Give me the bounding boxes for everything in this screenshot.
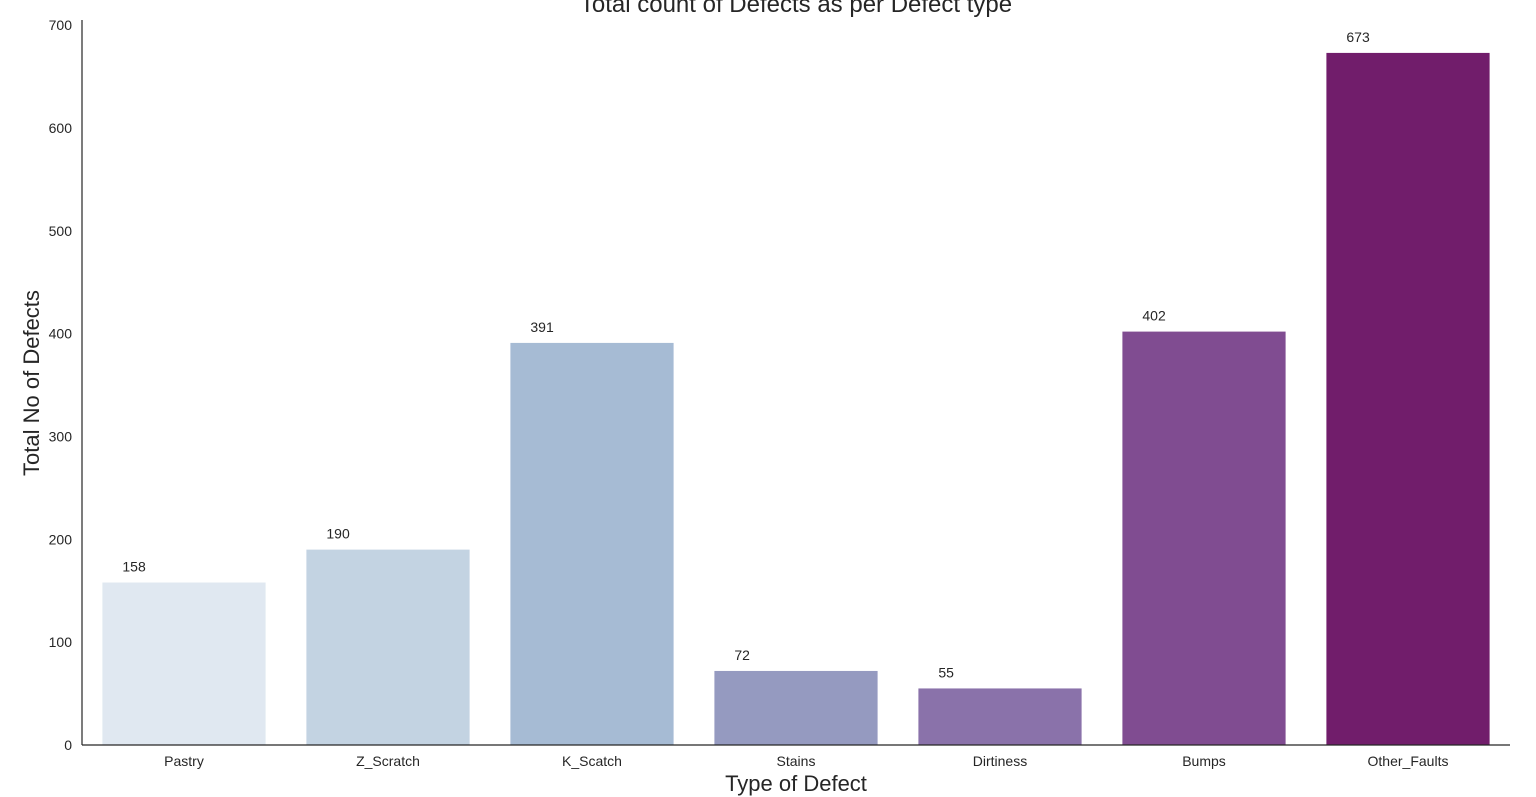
y-tick-label: 600: [49, 120, 73, 136]
y-tick-label: 700: [49, 17, 73, 33]
data-label: 391: [530, 319, 554, 335]
bar-z-scratch: [306, 549, 470, 745]
x-tick-label: K_Scatch: [562, 753, 622, 769]
y-tick-label: 400: [49, 326, 73, 342]
x-axis-ticks: Pastry Z_Scratch K_Scatch Stains Dirtiness Bu…: [164, 753, 1448, 769]
y-axis-ticks: 0 100 200 300 400 500 600 700: [49, 17, 73, 753]
bar-stains: [714, 670, 878, 745]
chart-title: Total count of Defects as per Defect typ…: [580, 0, 1012, 18]
y-tick-label: 100: [49, 634, 73, 650]
y-tick-label: 300: [49, 428, 73, 444]
bar-dirtiness: [918, 688, 1082, 745]
bar-pastry: [102, 582, 266, 745]
x-axis-title: Type of Defect: [725, 771, 867, 796]
x-tick-label: Dirtiness: [973, 753, 1027, 769]
y-axis-title: Total No of Defects: [19, 290, 44, 476]
bar-k-scatch: [510, 342, 674, 745]
y-tick-label: 200: [49, 531, 73, 547]
data-labels-group: 158 190 391 72 55 402 673: [122, 29, 1370, 681]
x-tick-label: Z_Scratch: [356, 753, 420, 769]
x-tick-label: Stains: [777, 753, 816, 769]
x-tick-label: Other_Faults: [1368, 753, 1449, 769]
data-label: 72: [734, 647, 750, 663]
bar-other-faults: [1326, 52, 1490, 746]
x-tick-label: Bumps: [1182, 753, 1226, 769]
data-label: 55: [938, 664, 954, 680]
data-label: 673: [1346, 29, 1370, 45]
y-tick-label: 500: [49, 223, 73, 239]
bar-bumps: [1122, 331, 1286, 745]
data-label: 190: [326, 526, 350, 542]
data-label: 158: [122, 559, 146, 575]
x-tick-label: Pastry: [164, 753, 204, 769]
bars-group: [102, 52, 1490, 746]
data-label: 402: [1142, 308, 1166, 324]
y-tick-label: 0: [64, 737, 72, 753]
